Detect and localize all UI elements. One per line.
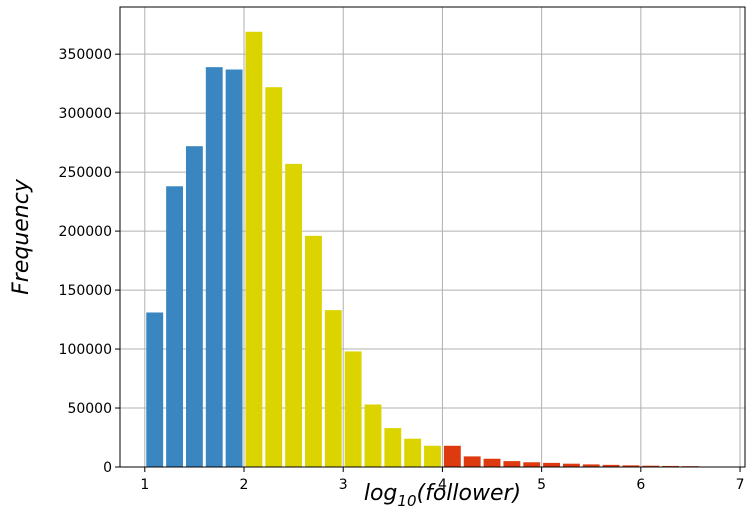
bar [662,465,680,467]
bar [185,146,203,467]
bar [404,438,422,467]
y-tick-label: 300000 [59,106,112,122]
y-tick-label: 50000 [67,401,112,417]
bar [543,462,560,467]
y-tick-label: 100000 [59,342,112,358]
bar [582,464,600,467]
y-tick-label: 0 [103,460,112,476]
bar [523,462,541,467]
bar [285,163,303,467]
plot-frame [119,6,746,468]
bar [245,31,263,468]
y-tick-label: 250000 [59,165,112,181]
bar [384,428,402,467]
bar [424,445,441,467]
bar [265,87,283,467]
bar [602,464,620,467]
x-tick-label: 4 [438,477,447,493]
bar [364,404,382,467]
bar [642,465,660,467]
y-tick-label: 200000 [59,224,112,240]
x-tick-label: 1 [140,477,149,493]
x-tick-label: 2 [240,477,249,493]
x-tick-label: 7 [736,477,745,493]
bar [324,310,342,467]
bar [622,465,640,467]
bar [344,351,362,467]
bar [562,463,580,467]
bar [305,235,322,467]
bar [166,186,183,468]
bar [503,461,521,467]
bar [205,67,223,468]
x-tick-label: 6 [636,477,645,493]
bar [146,312,164,467]
bar [463,456,481,467]
y-axis-label: Frequency [9,178,34,295]
bar [225,69,243,467]
bars [146,31,699,468]
y-tick-label: 150000 [59,283,112,299]
x-axis-label: log10(follower) [364,481,521,510]
ticks: 1 2 3 4 5 6 7 0 50000 100000 150000 200000 250000 300… [59,47,745,493]
y-tick-label: 350000 [59,47,112,63]
x-tick-label: 5 [537,477,546,493]
x-tick-label: 3 [339,477,348,493]
bar [483,458,501,467]
bar [443,445,461,467]
